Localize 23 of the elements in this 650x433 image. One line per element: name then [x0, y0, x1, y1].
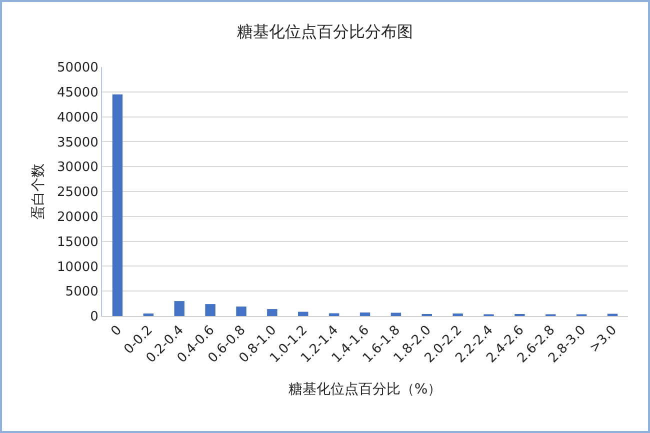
bar — [360, 312, 370, 316]
x-tick-label: 0 — [108, 322, 125, 340]
y-axis-title: 蛋白个数 — [30, 164, 47, 220]
y-tick-label: 20000 — [57, 210, 98, 225]
bar — [112, 94, 123, 316]
bar — [298, 312, 308, 316]
chart-title: 糖基化位点百分比分布图 — [237, 22, 413, 41]
y-tick-label: 10000 — [57, 260, 98, 275]
y-tick-label: 40000 — [57, 110, 98, 126]
y-tick-label: 35000 — [57, 135, 98, 150]
bar — [390, 312, 402, 316]
bar — [236, 306, 246, 316]
bar — [267, 309, 278, 316]
bar — [205, 304, 216, 316]
y-tick-label: 50000 — [57, 60, 98, 76]
y-tick-label: 30000 — [57, 160, 98, 176]
bar — [174, 301, 184, 316]
y-tick-label: 25000 — [57, 185, 98, 200]
y-tick-label: 15000 — [57, 234, 98, 250]
y-tick-label: 5000 — [65, 284, 98, 300]
x-axis-title: 糖基化位点百分比（%） — [288, 381, 442, 398]
y-tick-label: 45000 — [57, 85, 98, 100]
y-tick-label: 0 — [90, 310, 98, 325]
